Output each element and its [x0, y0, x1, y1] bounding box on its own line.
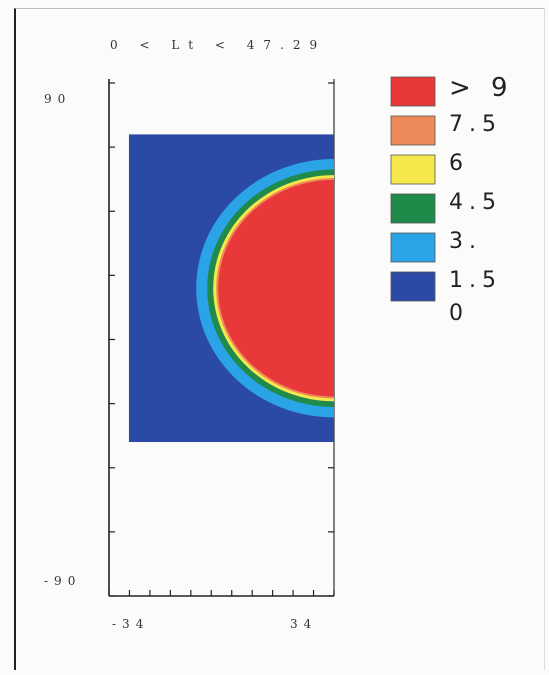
figure-frame	[14, 8, 545, 670]
legend-swatch-4	[390, 232, 436, 263]
chart-title: 0 < Lt < 47.29	[110, 38, 327, 52]
heatmap-region	[128, 134, 334, 443]
legend-label-1: 7.5	[449, 112, 502, 137]
y-tick-bottom: -90	[44, 574, 82, 588]
legend-label-0: > 9	[449, 73, 514, 103]
legend-swatch-0	[390, 76, 436, 107]
heat-band-level-5	[218, 179, 334, 397]
legend-label-2: 6	[449, 151, 469, 176]
legend	[390, 76, 436, 302]
x-tick-right: 34	[290, 617, 318, 631]
legend-swatch-2	[390, 154, 436, 185]
legend-swatch-5	[390, 271, 436, 302]
legend-swatch-1	[390, 115, 436, 146]
legend-label-zero: 0	[449, 301, 469, 326]
x-tick-left: -34	[112, 617, 150, 631]
legend-label-4: 3.	[449, 229, 482, 254]
legend-label-5: 1.5	[449, 268, 502, 293]
legend-swatch-3	[390, 193, 436, 224]
legend-label-3: 4.5	[449, 190, 502, 215]
y-tick-top: 90	[44, 92, 72, 106]
